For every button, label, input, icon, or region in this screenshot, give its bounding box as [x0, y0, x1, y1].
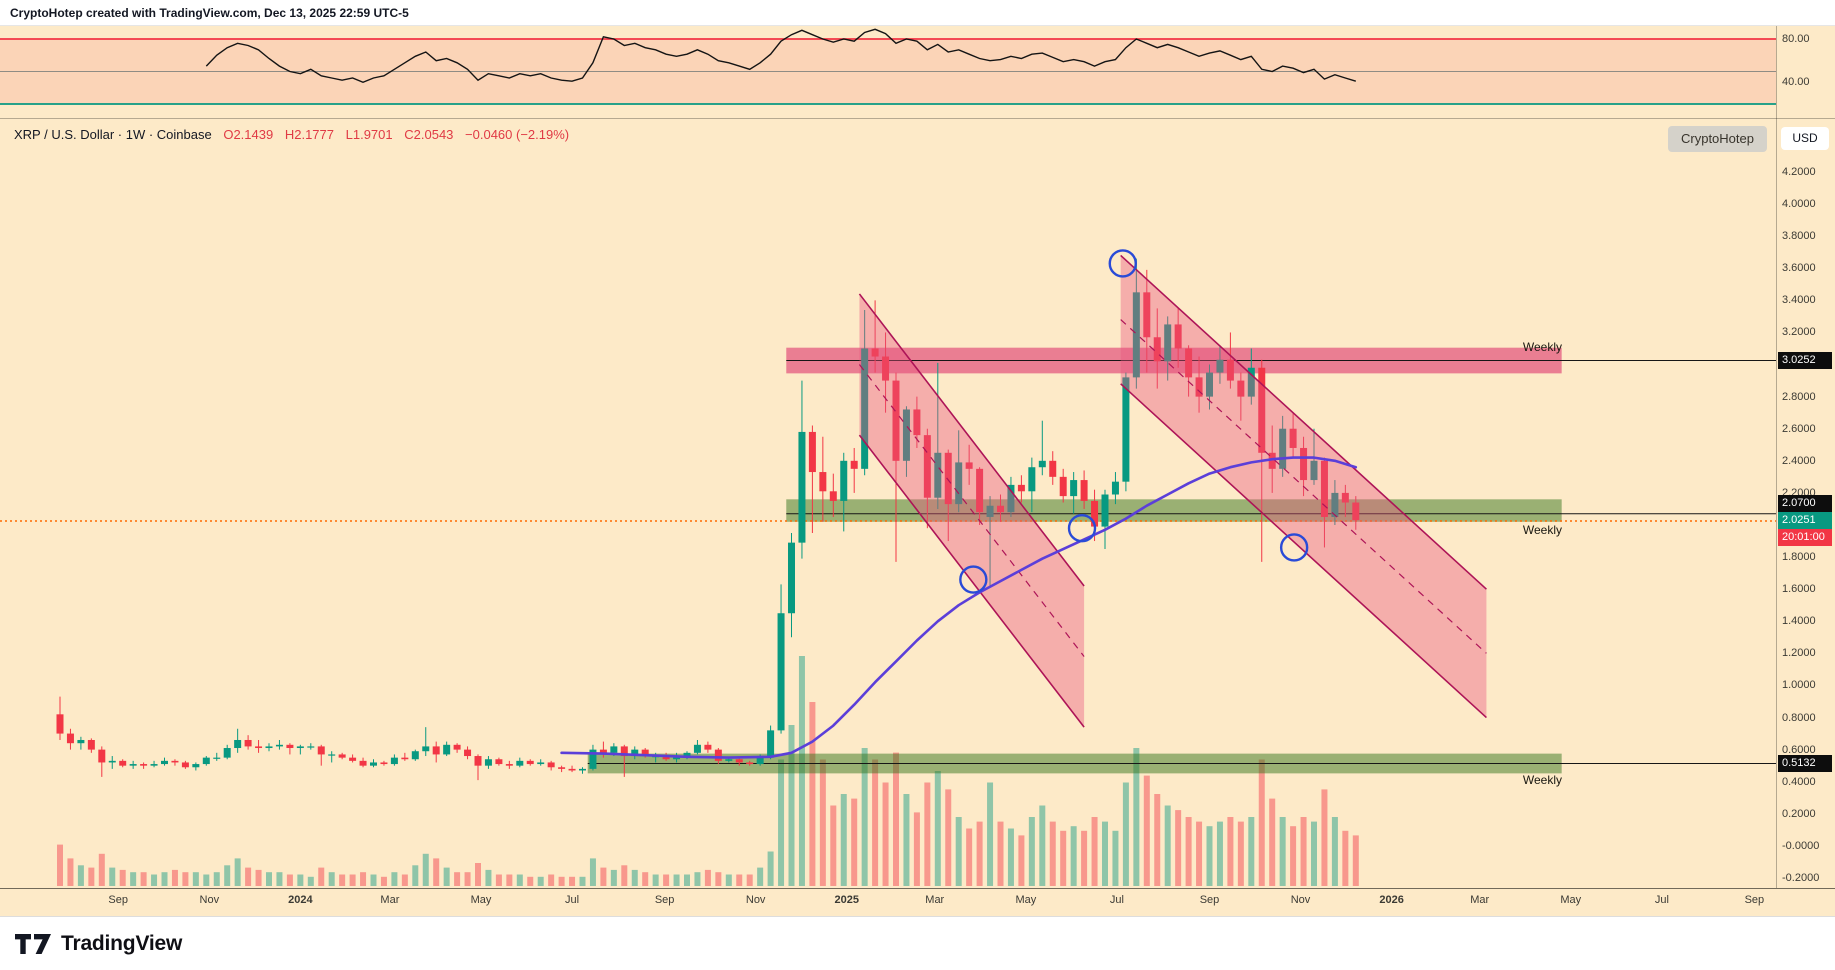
time-tick-label: May	[1560, 894, 1582, 906]
ohlc-high: H2.1777	[284, 127, 334, 142]
price-tick-label: 1.0000	[1782, 679, 1816, 692]
price-tick-label: 3.8000	[1782, 230, 1816, 243]
price-level-badge: 3.0252	[1778, 351, 1832, 369]
price-tick-label: 3.2000	[1782, 326, 1816, 339]
ohlc-open: O2.1439	[223, 127, 274, 142]
price-tick-label: 2.8000	[1782, 390, 1816, 403]
attribution-bar: CryptoHotep created with TradingView.com…	[0, 0, 1835, 26]
current-price-badge: 2.0251	[1778, 512, 1832, 530]
time-tick-label: 2026	[1379, 894, 1404, 906]
price-tick-label: 2.6000	[1782, 422, 1816, 435]
brand-wordmark: TradingView	[61, 931, 183, 955]
time-tick-label: Sep	[654, 894, 675, 906]
ohlc-close: C2.0543	[404, 127, 454, 142]
price-tick-label: 0.6000	[1782, 743, 1816, 756]
price-change: −0.0460 (−2.19%)	[465, 127, 570, 142]
price-level-badge: 0.5132	[1778, 755, 1832, 773]
price-tick-label: 3.4000	[1782, 294, 1816, 307]
weekly-note-label[interactable]: Weekly	[1522, 522, 1562, 537]
price-tick-label: -0.2000	[1782, 871, 1820, 884]
indicator-tick-label: 40.00	[1782, 76, 1810, 89]
price-tick-label: 1.4000	[1782, 615, 1816, 628]
symbol-title[interactable]: XRP / U.S. Dollar · 1W · Coinbase	[14, 127, 212, 142]
price-tick-label: 3.6000	[1782, 262, 1816, 275]
time-tick-label: Sep	[1744, 894, 1765, 906]
weekly-note-label[interactable]: Weekly	[1522, 772, 1562, 787]
time-tick-label: Nov	[745, 894, 766, 906]
pane-separator[interactable]	[0, 118, 1835, 119]
price-tick-label: 0.8000	[1782, 711, 1816, 724]
price-tick-label: 1.2000	[1782, 647, 1816, 660]
ohlc-low: L1.9701	[345, 127, 393, 142]
price-tick-label: -0.0000	[1782, 839, 1820, 852]
time-tick-label: Sep	[108, 894, 128, 906]
symbol-legend: XRP / U.S. Dollar · 1W · Coinbase O2.143…	[14, 127, 569, 142]
price-tick-label: 0.2000	[1782, 807, 1816, 820]
time-tick-label: Nov	[199, 894, 220, 906]
indicator-tick-label: 80.00	[1782, 33, 1810, 45]
time-tick-label: Jul	[565, 894, 580, 906]
time-tick-label: 2025	[834, 894, 859, 906]
footer: TradingView	[0, 916, 1835, 970]
price-tick-label: 2.4000	[1782, 454, 1816, 467]
price-tick-label: 1.8000	[1782, 551, 1816, 564]
time-tick-label: Jul	[1654, 894, 1669, 906]
time-tick-label: May	[1015, 894, 1037, 906]
time-tick-label: Mar	[925, 894, 945, 906]
watermark-button[interactable]: CryptoHotep	[1668, 126, 1767, 152]
time-tick-label: Mar	[380, 894, 400, 906]
price-tick-label: 4.2000	[1782, 166, 1816, 178]
time-tick-label: Jul	[1109, 894, 1124, 906]
time-tick-label: Sep	[1199, 894, 1220, 906]
time-tick-label: Nov	[1290, 894, 1311, 906]
attribution-text: CryptoHotep created with TradingView.com…	[10, 5, 409, 20]
currency-button[interactable]: USD	[1781, 127, 1829, 150]
countdown-badge: 20:01:00	[1778, 529, 1832, 547]
price-tick-label: 1.6000	[1782, 583, 1816, 596]
time-axis-separator	[0, 888, 1835, 889]
price-tick-label: 0.4000	[1782, 775, 1816, 788]
weekly-note-label[interactable]: Weekly	[1522, 340, 1562, 355]
time-tick-label: Mar	[1470, 894, 1490, 906]
time-tick-label: May	[470, 894, 492, 906]
price-tick-label: 4.0000	[1782, 198, 1816, 211]
price-level-badge: 2.0700	[1778, 495, 1832, 513]
tradingview-logo-icon	[15, 933, 51, 954]
price-axis-separator	[1776, 26, 1777, 888]
time-tick-label: 2024	[288, 894, 313, 906]
